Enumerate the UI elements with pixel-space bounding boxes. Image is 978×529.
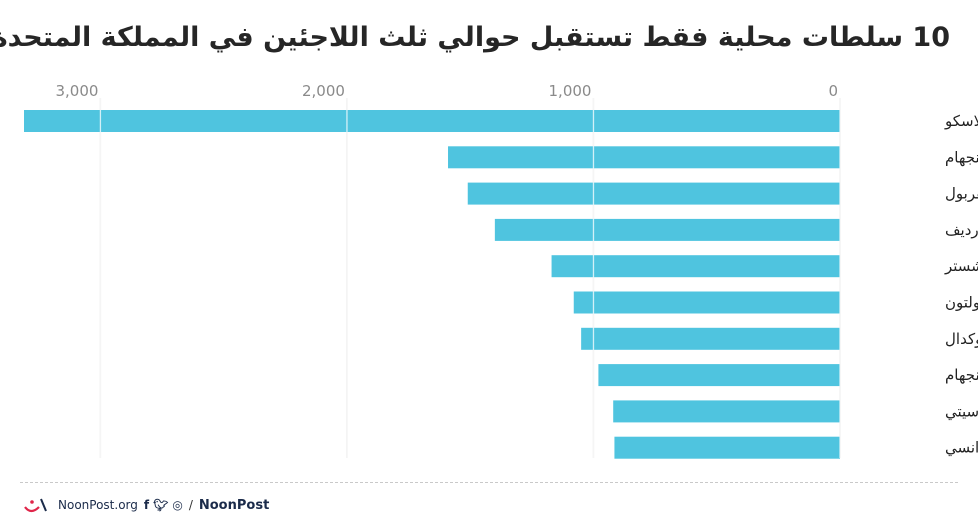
footer-separator: /: [188, 498, 193, 512]
bar-chart: 0 1,000 2,000 3,000 غلاسكو برمنجهام ليفربول كا…: [24, 82, 978, 459]
chart-title: 10 سلطات محلية فقط تستقبل حوالي ثلث اللا…: [0, 22, 950, 53]
bar: [598, 364, 840, 387]
bar: [614, 436, 840, 459]
category-label: مانشستر: [944, 257, 978, 275]
x-tick-label: 2,000: [302, 82, 345, 100]
category-label: برمنجهام: [945, 148, 978, 166]
bars: [24, 110, 840, 459]
category-label: غلاسكو: [944, 112, 978, 130]
site-link[interactable]: NoonPost.org: [58, 498, 138, 512]
x-tick-label: 1,000: [549, 82, 592, 100]
category-label: ليفربول: [945, 185, 978, 203]
noonpost-logo-icon: [24, 498, 47, 513]
category-label: كارديف: [945, 221, 978, 239]
bar: [613, 400, 840, 423]
bar: [24, 110, 840, 132]
bar: [551, 255, 840, 278]
twitter-icon[interactable]: 🐦︎: [153, 498, 169, 512]
footer: NoonPost.org f 🐦︎ ◎ / NoonPost: [22, 495, 269, 515]
social-handle[interactable]: NoonPost: [198, 497, 270, 513]
social-links: f 🐦︎ ◎: [144, 498, 183, 512]
category-label: بولتون: [945, 294, 978, 312]
instagram-icon[interactable]: ◎: [172, 498, 183, 512]
bar: [448, 146, 840, 169]
category-labels: غلاسكو برمنجهام ليفربول كارديف مانشستر بولتون…: [944, 112, 978, 458]
category-label: ليستر سيتي: [945, 402, 978, 421]
bar: [494, 218, 840, 241]
category-label: روكدال: [945, 330, 978, 348]
tick-labels: 0 1,000 2,000 3,000: [55, 82, 838, 100]
bar: [573, 291, 840, 314]
footer-divider: [20, 482, 958, 483]
facebook-icon[interactable]: f: [143, 498, 150, 512]
category-label: سوانسي: [945, 439, 978, 458]
gridline-overlay: [99, 98, 841, 458]
bar: [467, 182, 840, 205]
x-tick-label: 0: [828, 82, 838, 100]
x-tick-label: 3,000: [55, 82, 98, 100]
category-label: نوتنجهام: [945, 366, 978, 384]
bar: [581, 327, 840, 350]
